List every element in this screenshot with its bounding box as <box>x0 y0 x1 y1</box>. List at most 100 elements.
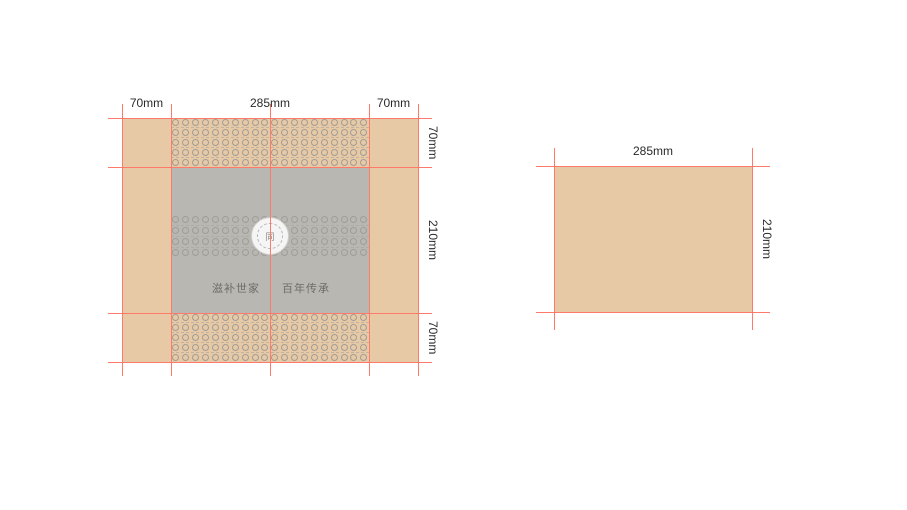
guide-vertical <box>369 104 370 376</box>
pattern-dot <box>331 119 338 126</box>
guide-vertical <box>554 148 555 330</box>
pattern-dot <box>261 314 268 321</box>
pattern-dot <box>242 119 249 126</box>
pattern-dot <box>281 344 288 351</box>
pattern-dot <box>281 149 288 156</box>
pattern-dot <box>291 227 298 234</box>
pattern-dot <box>341 227 348 234</box>
pattern-dot <box>291 334 298 341</box>
pattern-dot <box>192 129 199 136</box>
pattern-dot <box>350 149 357 156</box>
pattern-dot <box>321 139 328 146</box>
pattern-dot <box>341 129 348 136</box>
pattern-dot <box>281 129 288 136</box>
pattern-dot <box>331 129 338 136</box>
pattern-dot <box>360 324 367 331</box>
pattern-dot <box>202 227 209 234</box>
pattern-dot <box>192 216 199 223</box>
pattern-dot <box>202 159 209 166</box>
pattern-dot <box>281 159 288 166</box>
pattern-dot <box>192 314 199 321</box>
pattern-dot <box>350 119 357 126</box>
pattern-dot <box>360 216 367 223</box>
pattern-dot <box>360 139 367 146</box>
pattern-dot <box>301 129 308 136</box>
corner-flap <box>122 313 171 362</box>
pattern-dot <box>271 149 278 156</box>
pattern-dot <box>172 227 179 234</box>
pattern-dot <box>341 139 348 146</box>
pattern-dot <box>252 324 259 331</box>
pattern-dot <box>341 314 348 321</box>
pattern-dot <box>212 334 219 341</box>
pattern-dot <box>291 159 298 166</box>
pattern-dot <box>222 324 229 331</box>
pattern-dot <box>301 344 308 351</box>
pattern-dot <box>242 334 249 341</box>
pattern-dot <box>281 354 288 361</box>
pattern-dot <box>350 354 357 361</box>
pattern-dot <box>331 344 338 351</box>
pattern-dot <box>311 216 318 223</box>
pattern-dot <box>360 238 367 245</box>
pattern-dot <box>232 119 239 126</box>
pattern-dot <box>182 129 189 136</box>
pattern-dot <box>202 139 209 146</box>
pattern-dot <box>321 238 328 245</box>
pattern-dot <box>341 238 348 245</box>
pattern-dot <box>172 216 179 223</box>
pattern-dot <box>222 159 229 166</box>
pattern-dot <box>192 238 199 245</box>
pattern-dot <box>291 354 298 361</box>
pattern-dot <box>252 139 259 146</box>
pattern-dot <box>301 139 308 146</box>
pattern-dot <box>232 324 239 331</box>
pattern-dot <box>331 354 338 361</box>
pattern-dot <box>271 159 278 166</box>
pattern-dot <box>261 324 268 331</box>
pattern-dot <box>222 314 229 321</box>
guide-horizontal <box>108 362 432 363</box>
pattern-dot <box>182 216 189 223</box>
pattern-dot <box>271 344 278 351</box>
pattern-dot <box>232 354 239 361</box>
pattern-dot <box>202 324 209 331</box>
pattern-dot <box>182 354 189 361</box>
dim-top-center: 285mm <box>171 96 369 110</box>
pattern-dot <box>252 314 259 321</box>
pattern-dot <box>202 249 209 256</box>
pattern-dot <box>222 119 229 126</box>
pattern-dot <box>212 249 219 256</box>
pattern-dot <box>301 354 308 361</box>
pattern-dot <box>321 227 328 234</box>
pattern-dot <box>261 159 268 166</box>
pattern-dot <box>341 149 348 156</box>
pattern-dot <box>271 314 278 321</box>
right-face <box>554 166 752 312</box>
pattern-dot <box>182 314 189 321</box>
pattern-dot <box>261 139 268 146</box>
pattern-dot <box>281 324 288 331</box>
pattern-dot <box>252 149 259 156</box>
pattern-dot <box>360 227 367 234</box>
pattern-dot <box>321 216 328 223</box>
pattern-dot <box>261 119 268 126</box>
pattern-dot <box>242 159 249 166</box>
pattern-dot <box>172 324 179 331</box>
dim-right-bottom: 70mm <box>426 313 440 362</box>
pattern-dot <box>242 129 249 136</box>
pattern-dot <box>182 238 189 245</box>
pattern-dot <box>291 149 298 156</box>
pattern-dot <box>341 334 348 341</box>
pattern-dot <box>271 334 278 341</box>
pattern-dot <box>301 238 308 245</box>
pattern-dot <box>212 159 219 166</box>
pattern-dot <box>301 334 308 341</box>
pattern-dot <box>350 334 357 341</box>
pattern-dot <box>232 129 239 136</box>
pattern-dot <box>192 344 199 351</box>
pattern-dot <box>232 149 239 156</box>
dim-top-right: 70mm <box>369 96 418 110</box>
pattern-dot <box>172 344 179 351</box>
pattern-dot <box>192 139 199 146</box>
